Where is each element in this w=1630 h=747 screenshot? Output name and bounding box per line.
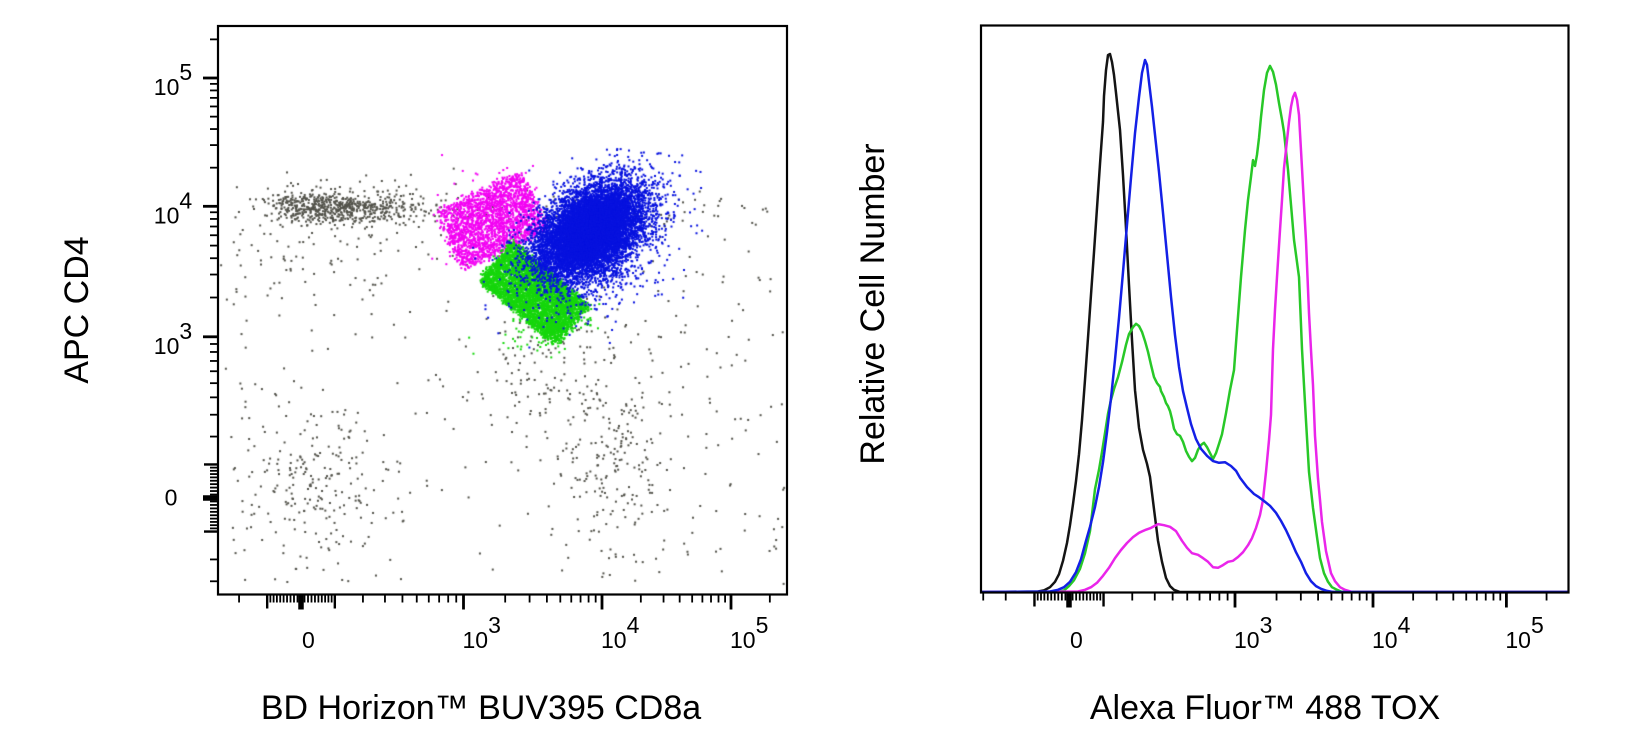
- y-axis-title-dot-plot: APC CD4: [58, 236, 96, 383]
- histogram-curve-magenta: [981, 91, 1569, 593]
- axis-ticks: [203, 38, 1548, 610]
- y-tick-label-1e5: 105: [154, 59, 192, 100]
- histogram-curve-black: [981, 52, 1569, 593]
- histogram-curve-blue: [981, 58, 1569, 593]
- histogram-border: [979, 24, 1570, 594]
- x-tick-label-0: 0: [1070, 627, 1083, 653]
- x-tick-label-1e4: 104: [1372, 612, 1411, 653]
- x-tick-label-1e5: 105: [1505, 612, 1543, 653]
- x-tick-label-1e3: 103: [1234, 612, 1272, 653]
- x-tick-label-1e5: 105: [730, 612, 768, 653]
- y-tick-label-1e4: 104: [154, 187, 193, 228]
- y-axis-title-histogram: Relative Cell Number: [854, 143, 892, 464]
- x-tick-label-1e3: 103: [463, 612, 501, 653]
- axis-tick-labels: 0 103 104 105 0 103 104 105 0 103 104 105: [154, 59, 1544, 653]
- y-tick-label-1e3: 103: [154, 318, 192, 359]
- x-axis-title-histogram: Alexa Fluor™ 488 TOX: [1090, 689, 1440, 727]
- histogram-curve-green: [981, 64, 1569, 593]
- x-tick-label-0: 0: [302, 627, 315, 653]
- dot-plot-border: [216, 24, 789, 596]
- x-tick-label-1e4: 104: [601, 612, 640, 653]
- plot-borders: [216, 24, 1570, 596]
- x-axis-title-dot-plot: BD Horizon™ BUV395 CD8a: [261, 689, 701, 727]
- histogram-curves: [981, 52, 1569, 593]
- y-tick-label-0: 0: [165, 485, 178, 511]
